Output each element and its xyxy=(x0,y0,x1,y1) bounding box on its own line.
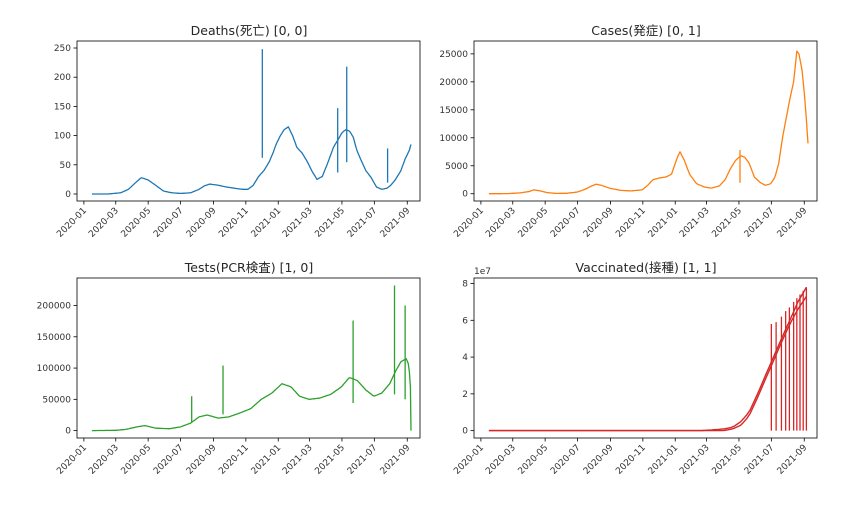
series-line-cases-0 xyxy=(488,50,809,195)
x-tick-label-tests: 2020-07 xyxy=(152,443,186,477)
x-tick-label-tests: 2021-03 xyxy=(281,443,315,477)
x-tick-label-deaths: 2020-01 xyxy=(55,206,89,240)
x-tick-label-deaths: 2021-07 xyxy=(346,206,380,240)
y-tick-label-cases: 0 xyxy=(462,190,468,200)
series-line-vaccinated-0 xyxy=(488,286,808,432)
x-tick-label-tests: 2021-05 xyxy=(313,443,347,477)
x-tick-label-vaccinated: 2020-07 xyxy=(549,443,583,477)
title-deaths: Deaths(死亡) [0, 0] xyxy=(191,23,308,38)
x-tick-label-deaths: 2020-11 xyxy=(217,206,251,240)
x-tick-label-deaths: 2020-07 xyxy=(152,206,186,240)
x-tick-label-vaccinated: 2021-09 xyxy=(776,443,810,477)
y-tick-label-deaths: 250 xyxy=(54,44,71,54)
y-tick-label-cases: 5000 xyxy=(445,162,468,172)
y-tick-label-vaccinated: 8 xyxy=(462,280,468,290)
y-exponent-label-vaccinated: 1e7 xyxy=(474,267,491,277)
x-tick-label-deaths: 2020-09 xyxy=(185,206,219,240)
y-tick-label-deaths: 50 xyxy=(60,161,72,171)
x-tick-label-tests: 2020-03 xyxy=(87,443,121,477)
subplot-cases: Cases(発症) [0, 1] 0 5000 10000 15000 20000 250… xyxy=(439,23,818,240)
x-tick-label-cases: 2020-09 xyxy=(582,206,616,240)
x-tick-label-vaccinated: 2021-07 xyxy=(743,443,777,477)
series-line-vaccinated-1 xyxy=(488,296,807,432)
x-tick-label-vaccinated: 2020-09 xyxy=(582,443,616,477)
series-line-tests-0 xyxy=(91,358,412,432)
x-tick-label-cases: 2021-03 xyxy=(678,206,712,240)
y-tick-label-vaccinated: 2 xyxy=(462,390,468,400)
y-tick-label-vaccinated: 0 xyxy=(462,427,468,437)
y-tick-label-vaccinated: 6 xyxy=(462,316,468,326)
x-tick-label-tests: 2020-09 xyxy=(185,443,219,477)
y-tick-label-tests: 50000 xyxy=(42,395,71,405)
x-tick-label-vaccinated: 2021-03 xyxy=(678,443,712,477)
x-tick-label-tests: 2021-09 xyxy=(379,443,413,477)
y-tick-label-tests: 100000 xyxy=(37,364,72,374)
x-tick-label-deaths: 2020-03 xyxy=(87,206,121,240)
y-tick-label-deaths: 0 xyxy=(65,190,71,200)
y-tick-label-deaths: 200 xyxy=(54,73,71,83)
y-tick-label-cases: 15000 xyxy=(439,106,468,116)
x-tick-label-deaths: 2020-05 xyxy=(120,206,154,240)
frame-cases xyxy=(473,40,818,202)
y-tick-label-cases: 25000 xyxy=(439,50,468,60)
y-tick-label-tests: 0 xyxy=(65,427,71,437)
x-tick-label-deaths: 2021-09 xyxy=(379,206,413,240)
x-tick-label-cases: 2020-07 xyxy=(549,206,583,240)
frame-vaccinated xyxy=(473,277,818,439)
subplot-tests: Tests(PCR検査) [1, 0] 0 50000 100000 150000 20… xyxy=(37,260,421,477)
x-tick-label-vaccinated: 2021-05 xyxy=(710,443,744,477)
frame-deaths xyxy=(76,40,421,202)
series-line-deaths-0 xyxy=(91,126,412,195)
x-tick-label-deaths: 2021-01 xyxy=(250,206,284,240)
x-tick-label-cases: 2021-01 xyxy=(647,206,681,240)
x-tick-label-tests: 2021-01 xyxy=(250,443,284,477)
y-tick-label-tests: 200000 xyxy=(37,302,72,312)
x-tick-label-cases: 2021-05 xyxy=(710,206,744,240)
title-tests: Tests(PCR検査) [1, 0] xyxy=(184,260,313,275)
title-cases: Cases(発症) [0, 1] xyxy=(591,23,700,38)
x-tick-label-tests: 2021-07 xyxy=(346,443,380,477)
y-tick-label-cases: 10000 xyxy=(439,134,468,144)
y-tick-label-deaths: 150 xyxy=(54,102,71,112)
y-tick-label-vaccinated: 4 xyxy=(462,353,468,363)
x-tick-label-deaths: 2021-03 xyxy=(281,206,315,240)
x-tick-label-vaccinated: 2021-01 xyxy=(647,443,681,477)
x-tick-label-cases: 2021-09 xyxy=(776,206,810,240)
subplot-deaths: Deaths(死亡) [0, 0] 0 50 100 150 200 250 2020-01… xyxy=(54,23,421,240)
x-tick-label-tests: 2020-11 xyxy=(217,443,251,477)
y-tick-label-deaths: 100 xyxy=(54,132,71,142)
x-tick-label-cases: 2021-07 xyxy=(743,206,777,240)
frame-tests xyxy=(76,277,421,439)
y-tick-label-tests: 150000 xyxy=(37,333,72,343)
x-tick-label-cases: 2020-03 xyxy=(484,206,518,240)
x-tick-label-tests: 2020-05 xyxy=(120,443,154,477)
x-tick-label-tests: 2020-01 xyxy=(55,443,89,477)
x-tick-label-cases: 2020-11 xyxy=(614,206,648,240)
x-tick-label-cases: 2020-01 xyxy=(452,206,486,240)
x-tick-label-vaccinated: 2020-11 xyxy=(614,443,648,477)
subplot-vaccinated: Vaccinated(接種) [1, 1] 1e7 024682020-0120… xyxy=(452,260,818,477)
x-tick-label-cases: 2020-05 xyxy=(517,206,551,240)
x-tick-label-deaths: 2021-05 xyxy=(313,206,347,240)
y-tick-label-cases: 20000 xyxy=(439,78,468,88)
x-tick-label-vaccinated: 2020-01 xyxy=(452,443,486,477)
x-tick-label-vaccinated: 2020-05 xyxy=(517,443,551,477)
title-vaccinated: Vaccinated(接種) [1, 1] xyxy=(576,260,717,275)
x-tick-label-vaccinated: 2020-03 xyxy=(484,443,518,477)
